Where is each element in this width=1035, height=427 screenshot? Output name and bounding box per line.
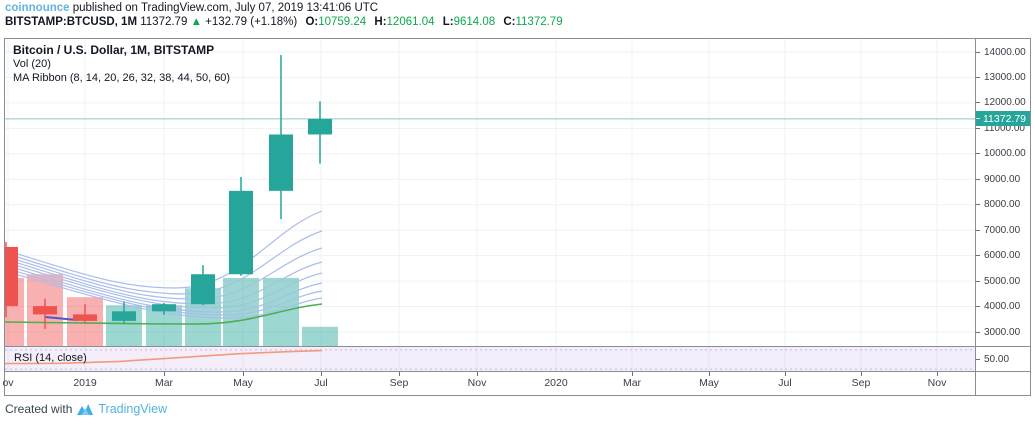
time-axis-label-May: May bbox=[233, 377, 253, 389]
pane-divider[interactable] bbox=[5, 346, 1030, 347]
time-axis-label-May: May bbox=[699, 377, 719, 389]
candle-Feb-2019[interactable] bbox=[112, 311, 136, 321]
high-label: H: bbox=[374, 16, 387, 28]
price-axis-divider bbox=[975, 39, 976, 395]
time-axis-label-Jul: Jul bbox=[314, 377, 328, 389]
price-axis[interactable]: 14000.00 13000.00 12000.00 11000.00 10000.00… bbox=[976, 39, 1030, 394]
time-tick-mark bbox=[399, 372, 400, 376]
price-tick-8000.00: 8000.00 bbox=[976, 199, 1020, 211]
legend-ma-ribbon-study[interactable]: MA Ribbon (8, 14, 20, 26, 32, 38, 44, 50… bbox=[13, 71, 231, 84]
candlestick-plot bbox=[5, 39, 975, 346]
time-tick-mark bbox=[861, 372, 862, 376]
ma-ribbon-line bbox=[5, 230, 323, 295]
time-axis-label-Mar: Mar bbox=[622, 377, 642, 389]
time-axis[interactable]: ov 2019 Mar May Jul Sep Nov 2020 Mar May Jul Sep Nov bbox=[2, 372, 975, 394]
last-price-badge: 11372.79 bbox=[976, 111, 1030, 127]
rsi-plot bbox=[5, 347, 975, 371]
time-tick-mark bbox=[632, 372, 633, 376]
price-tick-12000.00: 12000.00 bbox=[976, 97, 1026, 109]
candle-Mar-2019[interactable] bbox=[152, 304, 176, 312]
high-value: 12061.04 bbox=[386, 16, 435, 28]
ma-ribbon-line bbox=[5, 261, 323, 309]
price-pane[interactable]: Bitcoin / U.S. Dollar, 1M, BITSTAMP Vol … bbox=[5, 39, 975, 346]
candle-Jul-2019[interactable] bbox=[308, 118, 332, 135]
time-axis-label-Nov: Nov bbox=[467, 377, 487, 389]
price-tick-14000.00: 14000.00 bbox=[976, 46, 1026, 58]
price-tick-9000.00: 9000.00 bbox=[976, 173, 1020, 185]
time-axis-label-Sep: Sep bbox=[851, 377, 871, 389]
time-axis-label-Jul: Jul bbox=[778, 377, 792, 389]
price-tick-7000.00: 7000.00 bbox=[976, 224, 1020, 236]
publish-header: coinnounce published on TradingView.com,… bbox=[5, 1, 378, 15]
created-with-text: Created with bbox=[5, 402, 73, 416]
candle-Jun-2019[interactable] bbox=[269, 134, 293, 191]
ma-violet-line bbox=[44, 316, 78, 321]
axis-divider bbox=[5, 371, 1030, 372]
time-tick-mark bbox=[937, 372, 938, 376]
time-tick-mark bbox=[709, 372, 710, 376]
ma-ribbon-line bbox=[5, 270, 323, 319]
author-link[interactable]: coinnounce bbox=[5, 2, 70, 14]
last-price: 11372.79 bbox=[140, 16, 188, 28]
ma-ribbon-line bbox=[5, 267, 323, 316]
price-tick-6000.00: 6000.00 bbox=[976, 250, 1020, 262]
time-axis-label-2020: 2020 bbox=[544, 377, 568, 389]
open-value: 10759.24 bbox=[318, 16, 367, 28]
price-tick-10000.00: 10000.00 bbox=[976, 148, 1026, 160]
price-tick-4000.00: 4000.00 bbox=[976, 301, 1020, 313]
chart-legend: Bitcoin / U.S. Dollar, 1M, BITSTAMP Vol … bbox=[13, 43, 230, 85]
time-axis-label-Mar: Mar bbox=[154, 377, 174, 389]
price-change: +132.79 (+1.18%) bbox=[205, 16, 298, 28]
ma-ribbon-line bbox=[5, 264, 323, 313]
close-value: 11372.79 bbox=[515, 16, 563, 28]
candle-May-2019[interactable] bbox=[229, 190, 253, 275]
legend-volume-study[interactable]: Vol (20) bbox=[13, 58, 51, 70]
ma-green-line bbox=[5, 303, 323, 325]
chart-container: Bitcoin / U.S. Dollar, 1M, BITSTAMP Vol … bbox=[2, 38, 1031, 396]
time-tick-mark bbox=[243, 372, 244, 376]
tradingview-logo-icon bbox=[77, 403, 94, 415]
time-tick-mark bbox=[477, 372, 478, 376]
candle-Apr-2019[interactable] bbox=[191, 274, 215, 305]
legend-symbol-title[interactable]: Bitcoin / U.S. Dollar, 1M, BITSTAMP bbox=[13, 43, 215, 57]
rsi-study-label[interactable]: RSI (14, close) bbox=[14, 352, 87, 364]
time-tick-mark bbox=[785, 372, 786, 376]
open-label: O: bbox=[305, 16, 319, 28]
symbol-name[interactable]: BITSTAMP:BTCUSD, 1M bbox=[5, 16, 138, 28]
candle-Nov-2018[interactable] bbox=[5, 246, 18, 307]
time-tick-mark bbox=[321, 372, 322, 376]
time-axis-label-2019: 2019 bbox=[73, 377, 97, 389]
rsi-line bbox=[5, 349, 323, 365]
low-value: 9614.08 bbox=[453, 16, 496, 28]
volume-bar-Jul-2019 bbox=[302, 326, 338, 346]
publish-info: published on TradingView.com, July 07, 2… bbox=[72, 2, 379, 14]
candle-Dec-2018[interactable] bbox=[33, 306, 57, 315]
symbol-header: BITSTAMP:BTCUSD, 1M 11372.79 ▲ +132.79 (… bbox=[5, 15, 563, 29]
time-axis-label-Nov: Nov bbox=[927, 377, 947, 389]
close-label: C: bbox=[503, 16, 516, 28]
attribution-footer: Created with TradingView bbox=[5, 402, 167, 416]
rsi-pane[interactable]: RSI (14, close) bbox=[5, 347, 975, 371]
rsi-tick-50: 50.00 bbox=[976, 354, 1009, 366]
ma-ribbon-line bbox=[5, 210, 323, 289]
low-label: L: bbox=[442, 16, 454, 28]
up-arrow-icon: ▲ bbox=[190, 16, 202, 28]
price-tick-11000.00: 11000.00 bbox=[976, 122, 1025, 134]
price-tick-3000.00: 3000.00 bbox=[976, 326, 1020, 338]
tradingview-link[interactable]: TradingView bbox=[98, 402, 168, 416]
time-tick-mark bbox=[164, 372, 165, 376]
time-axis-label-ov: ov bbox=[2, 377, 14, 389]
price-tick-13000.00: 13000.00 bbox=[976, 71, 1026, 83]
candle-Jan-2019[interactable] bbox=[73, 314, 97, 321]
price-tick-5000.00: 5000.00 bbox=[976, 275, 1020, 287]
time-axis-label-Sep: Sep bbox=[389, 377, 409, 389]
